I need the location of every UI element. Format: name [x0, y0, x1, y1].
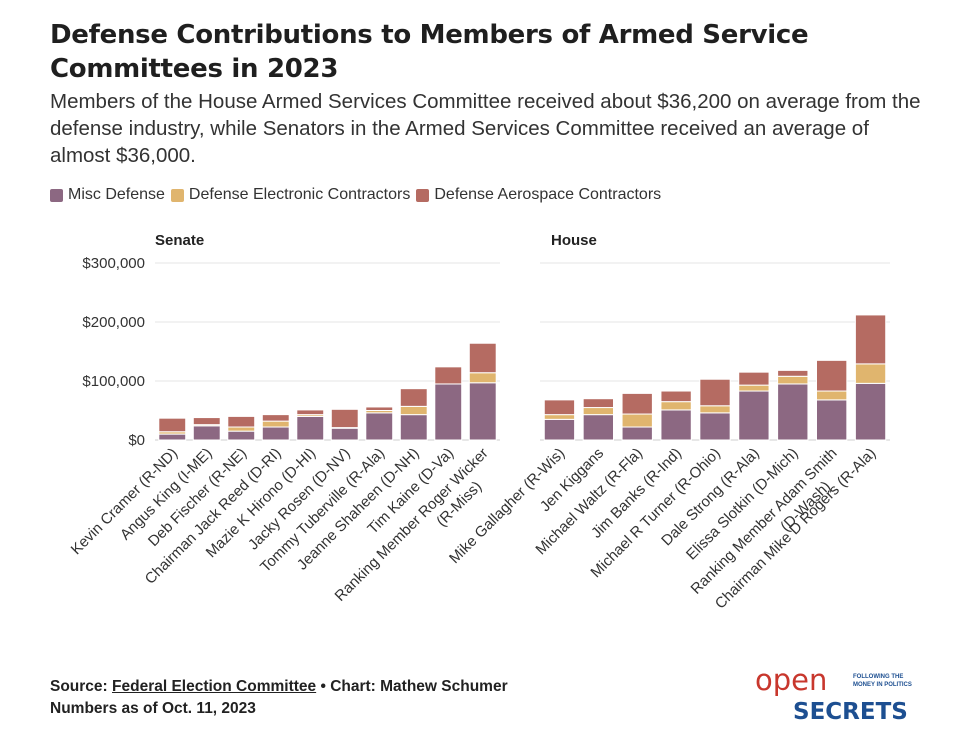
bar-segment	[261, 414, 290, 422]
bar-segment	[192, 417, 221, 426]
bar-segment	[192, 425, 221, 441]
source-suffix: • Chart: Mathew Schumer	[316, 678, 508, 695]
bar-segment	[543, 414, 576, 420]
logo-tagline-2: MONEY IN POLITICS	[853, 682, 912, 688]
bar-segment	[296, 409, 325, 416]
logo-tagline-1: FOLLOWING THE	[853, 674, 903, 680]
panel-title: Senate	[155, 232, 204, 249]
bar-segment	[621, 426, 653, 441]
bar-segment	[158, 433, 187, 441]
bar-segment	[777, 375, 809, 385]
source-prefix: Source:	[50, 678, 113, 695]
bar-segment	[399, 388, 428, 407]
bar-segment	[434, 383, 463, 441]
bar-segment	[816, 399, 848, 441]
legend-swatch	[416, 188, 430, 202]
chart-subtitle: Members of the House Armed Services Comm…	[50, 90, 921, 167]
legend-label: Misc Defense	[68, 186, 165, 203]
panel-title: House	[551, 232, 597, 249]
y-tick-label: $100,000	[82, 373, 145, 390]
logo-secrets: SECRETS	[793, 699, 908, 724]
bar-segment	[365, 406, 394, 411]
legend-swatch	[170, 188, 184, 202]
bar-segment	[227, 415, 256, 428]
bar-segment	[434, 366, 463, 385]
bar-segment	[330, 427, 359, 441]
bar-segment	[854, 382, 887, 441]
bar-segment	[227, 426, 256, 432]
bar-segment	[699, 412, 731, 441]
bar-segment	[660, 390, 692, 403]
legend-item-misc-defense: Misc Defense	[50, 186, 165, 204]
bar-segment	[543, 418, 576, 441]
bar-segment	[261, 426, 290, 441]
bar-segment	[738, 384, 770, 392]
source-link[interactable]: Federal Election Committee	[112, 678, 317, 695]
legend-label: Defense Aerospace Contractors	[434, 186, 662, 203]
legend-swatch	[50, 188, 63, 202]
bar-segment	[660, 401, 692, 411]
bar-segment	[468, 342, 497, 374]
bar-segment	[296, 415, 325, 441]
y-tick-label: $0	[128, 432, 145, 449]
bar-segment	[330, 408, 359, 429]
bar-segment	[699, 405, 731, 414]
date-note: Numbers as of Oct. 11, 2023	[50, 700, 256, 717]
bar-segment	[399, 414, 428, 441]
bar-segment	[365, 412, 394, 441]
bar-segment	[699, 378, 731, 407]
source-line: Source: Federal Election Committee • Cha…	[50, 676, 508, 698]
bar-segment	[582, 398, 615, 409]
bar-segment	[399, 405, 428, 416]
bar-segment	[158, 417, 187, 433]
legend-item-aerospace: Defense Aerospace Contractors	[416, 186, 661, 204]
legend: Misc Defense Defense Electronic Contract…	[50, 184, 667, 206]
bar-segment	[227, 430, 256, 441]
y-tick-label: $300,000	[82, 255, 145, 272]
bar-segment	[816, 390, 848, 401]
bar-segment	[854, 314, 887, 365]
opensecrets-logo: open FOLLOWING THE MONEY IN POLITICS SEC…	[755, 664, 912, 724]
logo-open: open	[755, 664, 827, 697]
bar-segment	[660, 409, 692, 441]
legend-item-electronic: Defense Electronic Contractors	[170, 186, 411, 204]
legend-label: Defense Electronic Contractors	[188, 186, 411, 203]
bar-segment	[468, 372, 497, 384]
bar-segment	[854, 363, 887, 384]
bar-segment	[468, 382, 497, 441]
bar-segment	[582, 407, 615, 416]
chart-title: Defense Contributions to Members of Arme…	[50, 20, 809, 84]
bar-segment	[543, 399, 576, 416]
bar-segment	[621, 392, 653, 415]
bar-segment	[261, 420, 290, 428]
bar-segment	[738, 390, 770, 441]
bar-segment	[777, 369, 809, 377]
bar-segment	[582, 414, 615, 441]
footer: Source: Federal Election Committee • Cha…	[50, 676, 508, 720]
bar-segment	[738, 371, 770, 386]
bar-segment	[777, 383, 809, 441]
bar-segment	[621, 413, 653, 428]
bar-segment	[816, 359, 848, 392]
y-tick-label: $200,000	[82, 314, 145, 331]
